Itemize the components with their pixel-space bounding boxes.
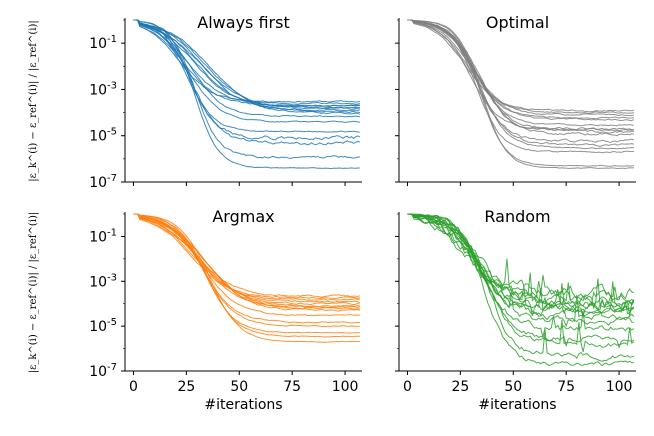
series-group [133, 19, 361, 170]
x-axis-title: #iterations [478, 397, 556, 413]
series-line [133, 213, 360, 300]
series-line [407, 19, 634, 113]
y-tick-label: 10-5 [89, 317, 117, 335]
x-tick-label: 25 [177, 379, 195, 395]
y-tick-label: 10-7 [89, 362, 117, 380]
series-line [407, 19, 635, 117]
series-line [133, 213, 360, 338]
series-line [133, 19, 360, 110]
x-tick-label: 75 [557, 379, 575, 395]
series-line [407, 19, 635, 114]
series-line [133, 19, 361, 112]
y-tick-label: 10-1 [89, 34, 117, 52]
y-tick-label: 10-3 [89, 272, 117, 290]
panel-title: Argmax [212, 207, 274, 226]
series-line [133, 213, 360, 308]
series-line [407, 213, 635, 317]
series-line [407, 213, 635, 318]
x-tick-label: 100 [332, 379, 359, 395]
y-tick-label: 10-1 [89, 227, 117, 245]
series-line [407, 213, 635, 367]
series-line [133, 19, 360, 133]
series-line [133, 19, 360, 170]
series-line [133, 213, 360, 324]
series-line [407, 213, 634, 302]
series-line [407, 213, 635, 312]
series-line [407, 19, 634, 132]
panel-title: Always first [197, 13, 289, 32]
panel-always-first: 10-7 10-5 10-3 10-1 Always first |ε_k^(i) − ε… [28, 13, 362, 191]
series-line [133, 213, 360, 317]
x-tick-label: 50 [230, 379, 248, 395]
series-line [133, 213, 360, 328]
x-axis-title: #iterations [204, 397, 282, 413]
x-tick-label: 75 [283, 379, 301, 395]
series-line [407, 213, 635, 362]
series-line [407, 19, 635, 144]
panel-title: Random [484, 207, 550, 226]
series-line [407, 19, 634, 120]
y-axis-title: |ε_k^(i) − ε_ref^(i)| / |ε_ref^(i)| [28, 212, 39, 373]
series-line [407, 19, 634, 170]
series-line [133, 19, 360, 108]
series-line [133, 19, 361, 146]
series-line [133, 19, 360, 115]
series-line [407, 19, 634, 154]
y-tick-label: 10-3 [89, 80, 117, 98]
x-tick-label: 0 [129, 379, 138, 395]
panel-optimal: Optimal [395, 13, 636, 186]
series-line [407, 213, 635, 338]
series-line [133, 213, 360, 301]
panel-title: Optimal [486, 13, 549, 32]
panel-argmax: 10-7 10-5 10-3 10-1 0 25 50 75 100 Argmax #iterati… [28, 207, 362, 413]
series-line [133, 19, 361, 141]
series-line [407, 213, 635, 310]
y-tick-label: 10-7 [89, 173, 117, 191]
y-tick-label: 10-5 [89, 127, 117, 145]
series-group [407, 19, 635, 170]
series-line [133, 19, 360, 118]
series-line [133, 213, 360, 343]
series-group [407, 213, 635, 367]
series-line [133, 213, 360, 308]
y-axis-title: |ε_k^(i) − ε_ref^(i)| / |ε_ref^(i)| [28, 20, 39, 181]
series-group [133, 213, 361, 343]
panel-random: 0 25 50 75 100 Random #iterations [395, 207, 636, 413]
series-line [407, 213, 635, 349]
series-line [133, 213, 360, 306]
x-tick-label: 0 [403, 379, 412, 395]
x-tick-label: 50 [504, 379, 522, 395]
series-line [407, 19, 634, 167]
series-line [407, 19, 635, 121]
x-tick-label: 25 [451, 379, 469, 395]
x-tick-label: 100 [606, 379, 633, 395]
